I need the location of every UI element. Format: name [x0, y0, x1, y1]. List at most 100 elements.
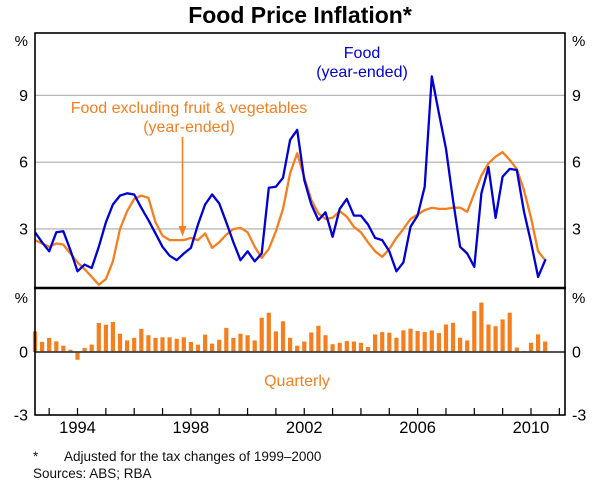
quarterly-bar — [295, 345, 300, 352]
quarterly-bar — [344, 341, 349, 352]
quarterly-bar — [273, 331, 278, 352]
y-tick-label-right: -3 — [572, 408, 586, 425]
quarterly-bar — [181, 337, 186, 352]
quarterly-bar — [486, 324, 491, 352]
x-axis-year-label: 2006 — [399, 419, 436, 437]
legend-food-sublabel: (year-ended) — [316, 64, 408, 81]
y-tick-label-right: 0 — [572, 345, 581, 362]
quarterly-bar — [543, 341, 548, 352]
quarterly-bar — [415, 331, 420, 352]
y-tick-label-right: 6 — [572, 155, 581, 172]
legend-food-label: Food — [343, 45, 381, 62]
sources-line: Sources: ABS; RBA — [33, 466, 152, 481]
quarterly-bar — [96, 323, 101, 352]
quarterly-bar — [443, 324, 449, 352]
quarterly-bar — [394, 337, 399, 352]
quarterly-bar — [231, 337, 236, 352]
y-tick-label-left: 6 — [19, 155, 28, 172]
quarterly-bar — [217, 339, 222, 352]
quarterly-bar — [465, 340, 470, 352]
quarterly-bar — [472, 311, 477, 352]
plot-frame — [34, 32, 566, 416]
footnote-text: Adjusted for the tax changes of 1999–200… — [64, 449, 322, 464]
quarterly-bar — [40, 341, 45, 352]
quarterly-bar — [210, 343, 215, 352]
y-tick-label-right: 3 — [572, 221, 581, 238]
quarterly-bar — [68, 349, 73, 352]
quarterly-bar — [365, 347, 371, 352]
quarterly-bar — [436, 333, 441, 352]
quarterly-bar — [358, 342, 363, 352]
quarterly-bar — [75, 352, 80, 360]
quarterly-bar — [387, 332, 392, 352]
quarterly-bar — [528, 342, 534, 352]
quarterly-bar — [280, 321, 286, 352]
quarterly-bar — [167, 337, 172, 352]
y-tick-label-left: 3 — [19, 221, 28, 238]
quarterly-bar — [429, 330, 434, 352]
x-axis-year-label: 1998 — [173, 419, 210, 437]
quarterly-bar — [54, 341, 59, 352]
quarterly-bar — [146, 335, 151, 352]
quarterly-bar — [493, 326, 498, 352]
y-axis-unit-right-bottom: % — [572, 290, 585, 307]
quarterly-bar — [422, 332, 427, 352]
x-axis-year-label: 1994 — [59, 419, 96, 437]
quarterly-bar — [351, 341, 356, 352]
quarterly-bar — [316, 325, 321, 353]
quarterly-bar — [89, 344, 94, 352]
quarterly-bar — [103, 324, 108, 352]
y-axis-unit-left-top: % — [15, 33, 28, 50]
food-ex-fruit-veg-line — [35, 150, 547, 286]
quarterly-bar — [203, 334, 208, 352]
quarterly-bar — [302, 341, 307, 352]
quarterly-bar — [245, 335, 250, 352]
quarterly-bar — [82, 348, 87, 352]
quarterly-bar — [110, 322, 115, 352]
quarterly-bar — [507, 312, 512, 352]
quarterly-bar — [238, 333, 243, 352]
quarterly-bar — [373, 334, 378, 352]
quarterly-series-label: Quarterly — [264, 373, 330, 390]
quarterly-bar — [259, 317, 264, 352]
quarterly-bar — [401, 330, 406, 352]
quarterly-bar — [61, 345, 66, 352]
y-axis-unit-left-bottom: % — [15, 290, 28, 307]
quarterly-bar — [330, 344, 335, 352]
quarterly-bar — [252, 340, 257, 352]
y-tick-label-right: 9 — [572, 88, 581, 105]
quarterly-bar — [458, 337, 463, 352]
quarterly-bar — [160, 337, 165, 352]
quarterly-bar — [309, 332, 314, 352]
quarterly-bar — [288, 337, 293, 352]
quarterly-bar — [380, 332, 385, 352]
quarterly-bar — [47, 337, 52, 352]
annotation-food-ex-label: Food excluding fruit & vegetables — [70, 100, 308, 117]
y-tick-label-left: -3 — [14, 408, 28, 425]
quarterly-bar — [323, 335, 328, 352]
quarterly-bar — [195, 344, 201, 352]
annotation-arrowhead-icon — [178, 226, 187, 237]
quarterly-bar — [125, 340, 130, 352]
quarterly-bar — [153, 337, 158, 352]
quarterly-bar — [337, 342, 342, 352]
quarterly-bar — [117, 333, 123, 352]
quarterly-bar — [408, 328, 413, 352]
quarterly-bar — [450, 322, 456, 352]
y-tick-label-left: 0 — [19, 345, 28, 362]
quarterly-bar — [514, 347, 519, 352]
food-line — [35, 75, 547, 279]
quarterly-bar — [500, 319, 505, 352]
y-tick-label-left: 9 — [19, 88, 28, 105]
quarterly-bar — [132, 337, 137, 352]
y-axis-unit-right-top: % — [572, 33, 585, 50]
quarterly-bar — [266, 312, 271, 352]
quarterly-bar — [479, 302, 484, 352]
quarterly-bar — [536, 334, 541, 352]
x-axis-year-label: 2010 — [513, 419, 550, 437]
chart-title: Food Price Inflation* — [188, 2, 412, 28]
quarterly-bar — [139, 328, 144, 352]
quarterly-bar — [174, 338, 179, 352]
